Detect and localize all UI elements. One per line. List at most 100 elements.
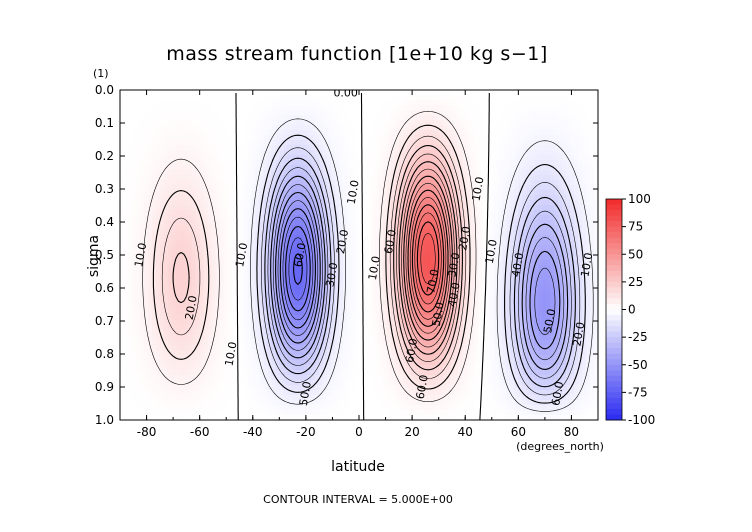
heat-cell <box>370 300 376 306</box>
heat-cell <box>155 270 161 276</box>
heat-cell <box>255 225 261 231</box>
heat-cell <box>187 305 193 311</box>
heat-cell <box>351 390 356 396</box>
heat-cell <box>402 145 408 151</box>
heat-cell <box>295 315 300 321</box>
heat-cell <box>347 355 352 361</box>
heat-cell <box>299 235 304 241</box>
heat-cell <box>307 215 312 221</box>
heat-cell <box>235 160 241 166</box>
heat-cell <box>331 350 336 356</box>
heat-cell <box>195 105 201 111</box>
heat-cell <box>394 155 400 161</box>
heat-cell <box>211 350 217 356</box>
heat-cell <box>247 390 253 396</box>
heat-cell <box>219 350 225 356</box>
heat-cell <box>335 370 340 376</box>
heat-cell <box>271 295 276 301</box>
heat-cell <box>370 215 376 221</box>
heat-cell <box>211 95 217 101</box>
heat-cell <box>382 200 388 206</box>
heat-cell <box>362 310 368 316</box>
heat-cell <box>394 125 400 131</box>
heat-cell <box>135 295 141 301</box>
heat-cell <box>275 230 280 236</box>
heat-cell <box>219 115 225 121</box>
heat-cell <box>271 400 276 406</box>
heat-cell <box>267 395 272 401</box>
heat-cell <box>127 115 133 121</box>
heat-cell <box>366 115 372 121</box>
heat-cell <box>299 410 304 416</box>
heat-cell <box>251 345 257 351</box>
heat-cell <box>347 120 352 126</box>
heat-cell <box>167 300 173 306</box>
heat-cell <box>315 390 320 396</box>
heat-cell <box>151 175 157 181</box>
heat-cell <box>319 130 324 136</box>
heat-cell <box>378 295 384 301</box>
heat-cell <box>143 125 149 131</box>
heat-cell <box>402 290 408 296</box>
heat-cell <box>327 145 332 151</box>
heat-cell <box>362 345 368 351</box>
heat-cell <box>131 380 137 386</box>
heat-cell <box>370 335 376 341</box>
heat-cell <box>323 310 328 316</box>
heat-cell <box>275 410 280 416</box>
heat-cell <box>247 220 253 226</box>
heat-cell <box>319 390 324 396</box>
heat-cell <box>127 270 133 276</box>
heat-cell <box>239 90 245 96</box>
heat-cell <box>386 395 392 401</box>
heat-cell <box>187 90 193 96</box>
heat-cell <box>127 360 133 366</box>
heat-cell <box>259 300 264 306</box>
heat-cell <box>175 275 181 281</box>
heat-cell <box>179 395 185 401</box>
heat-cell <box>374 400 380 406</box>
heat-cell <box>287 95 292 101</box>
heat-cell <box>418 130 424 136</box>
heat-cell <box>211 245 217 251</box>
heat-cell <box>243 265 249 271</box>
heat-cell <box>187 280 193 286</box>
heat-cell <box>335 105 340 111</box>
heat-cell <box>235 195 241 201</box>
heat-cell <box>167 270 173 276</box>
heat-cell <box>394 135 400 141</box>
heat-cell <box>339 375 344 381</box>
heat-cell <box>386 270 392 276</box>
heat-cell <box>279 335 284 341</box>
heat-cell <box>215 415 221 420</box>
heat-cell <box>370 185 376 191</box>
heat-cell <box>163 385 169 391</box>
heat-cell <box>386 95 392 101</box>
heat-cell <box>147 360 153 366</box>
heat-cell <box>159 365 165 371</box>
heat-cell <box>291 165 296 171</box>
heat-cell <box>147 400 153 406</box>
heat-cell <box>378 190 384 196</box>
heat-cell <box>243 375 249 381</box>
heat-cell <box>374 110 380 116</box>
heat-cell <box>287 100 292 106</box>
heat-cell <box>398 380 404 386</box>
heat-cell <box>390 135 396 141</box>
heat-cell <box>203 380 209 386</box>
heat-cell <box>147 205 153 211</box>
heat-cell <box>271 105 276 111</box>
heat-cell <box>335 360 340 366</box>
heat-cell <box>295 95 300 101</box>
heat-cell <box>223 335 229 341</box>
heat-cell <box>247 225 253 231</box>
heat-cell <box>402 360 408 366</box>
heat-cell <box>251 250 257 256</box>
heat-cell <box>311 250 316 256</box>
heat-cell <box>275 360 280 366</box>
heat-cell <box>159 285 165 291</box>
heat-cell <box>366 385 372 391</box>
heat-cell <box>127 310 133 316</box>
heat-cell <box>319 110 324 116</box>
heat-cell <box>123 145 129 151</box>
